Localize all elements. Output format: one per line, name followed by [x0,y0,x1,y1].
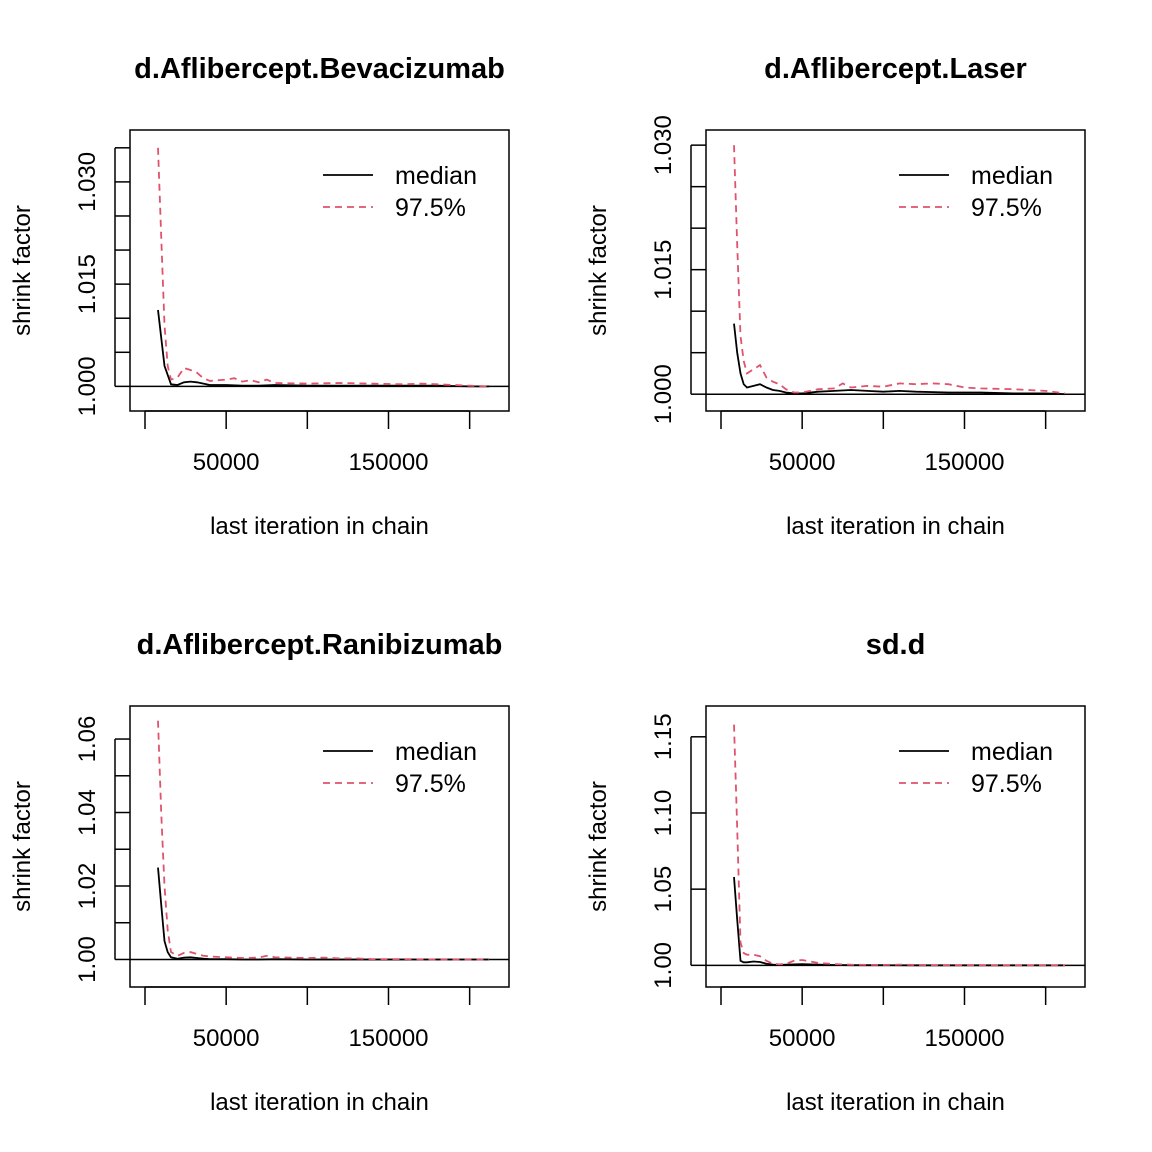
x-tick-label: 50000 [769,1025,836,1052]
legend-median-label: median [395,738,477,766]
x-tick-label: 50000 [193,449,260,476]
x-axis-label: last iteration in chain [210,1089,429,1116]
y-tick-label: 1.02 [74,863,101,910]
y-tick-label: 1.015 [650,240,677,300]
legend-q975-label: 97.5% [971,194,1042,222]
y-tick-label: 1.030 [74,152,101,212]
chart-panel-2: d.Aflibercept.Laser 50000 150000 1.000 1.015… [585,53,1086,540]
q975-series-line [733,145,1066,395]
y-tick-label: 1.05 [650,866,677,913]
x-tick-label: 50000 [193,1025,260,1052]
q975-series-line [733,724,1066,967]
median-series-line [733,876,1066,967]
y-axis-label: shrink factor [9,205,36,336]
x-tick-label: 150000 [924,449,1004,476]
legend-q975-label: 97.5% [395,770,466,798]
x-axis-label: last iteration in chain [786,513,1005,540]
legend-median-label: median [395,162,477,190]
y-axis-label: shrink factor [9,781,36,912]
y-tick-label: 1.04 [74,789,101,836]
legend-median-label: median [971,738,1053,766]
q975-series-line [157,720,490,961]
median-series-line [157,867,490,961]
y-axis-label: shrink factor [585,205,612,336]
x-tick-label: 50000 [769,449,836,476]
chart-title: d.Aflibercept.Ranibizumab [137,629,503,661]
y-tick-label: 1.030 [650,115,677,175]
legend-q975-label: 97.5% [971,770,1042,798]
chart-title: d.Aflibercept.Laser [764,53,1027,85]
chart-title: d.Aflibercept.Bevacizumab [134,53,505,85]
legend-median-label: median [971,162,1053,190]
x-tick-label: 150000 [348,1025,428,1052]
x-tick-label: 150000 [348,449,428,476]
q975-series-line [157,147,490,388]
x-tick-label: 150000 [924,1025,1004,1052]
y-tick-label: 1.00 [650,942,677,989]
y-tick-label: 1.06 [74,716,101,763]
y-tick-label: 1.000 [650,364,677,424]
chart-title: sd.d [866,629,926,661]
y-tick-label: 1.10 [650,790,677,837]
y-tick-label: 1.15 [650,713,677,760]
y-tick-label: 1.015 [74,254,101,314]
median-series-line [733,323,1066,396]
y-tick-label: 1.00 [74,936,101,983]
legend-q975-label: 97.5% [395,194,466,222]
y-tick-label: 1.000 [74,356,101,416]
x-axis-label: last iteration in chain [210,513,429,540]
chart-panel-4: sd.d 50000 150000 1.00 1.05 1.10 1.15 last iter… [585,629,1086,1116]
x-axis-label: last iteration in chain [786,1089,1005,1116]
median-series-line [157,309,490,388]
y-axis-label: shrink factor [585,781,612,912]
chart-panel-3: d.Aflibercept.Ranibizumab 50000 150000 1.00… [9,629,510,1116]
chart-panel-1: d.Aflibercept.Bevacizumab 50000 150000 1.00… [9,53,510,540]
